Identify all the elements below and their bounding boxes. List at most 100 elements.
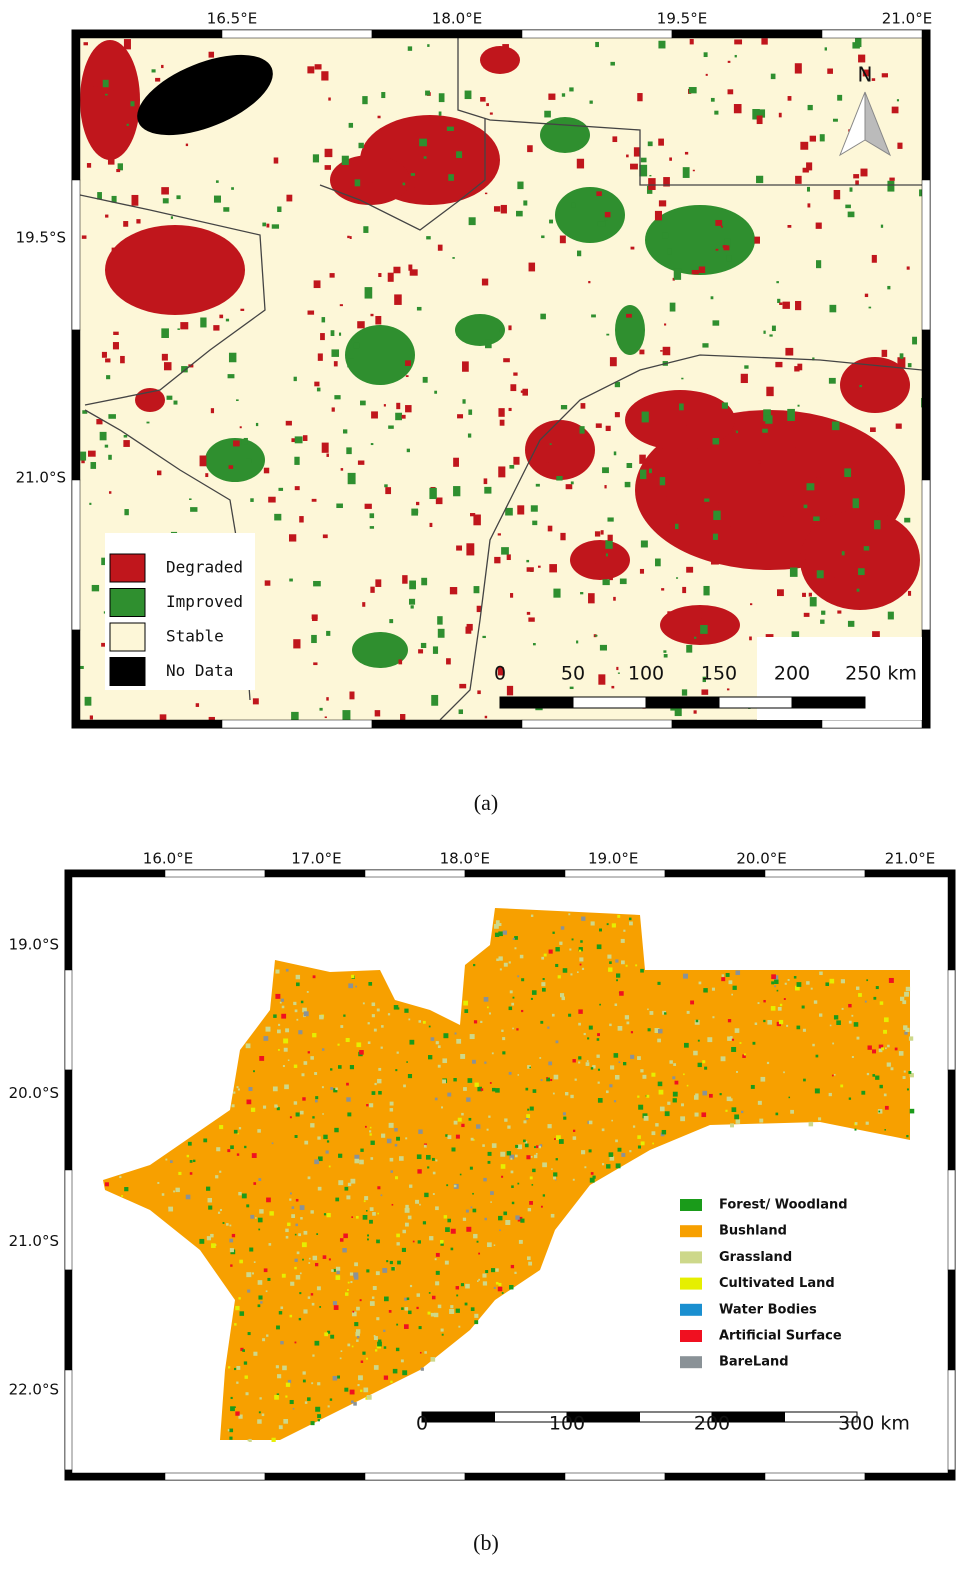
pixel — [807, 203, 811, 208]
pixel — [370, 443, 374, 446]
pixel — [640, 157, 647, 163]
pixel — [579, 426, 585, 434]
pixel — [189, 1172, 193, 1175]
pixel — [330, 1068, 333, 1071]
pixel — [265, 1290, 268, 1293]
pixel — [662, 346, 671, 356]
pixel — [675, 523, 679, 530]
pixel — [316, 387, 321, 392]
frame-bar — [364, 869, 466, 878]
pixel — [796, 1025, 801, 1030]
pixel — [580, 592, 584, 595]
pixel — [460, 1283, 465, 1287]
scale-label: 250 km — [845, 663, 917, 685]
pixel — [491, 1087, 496, 1092]
pixel — [527, 1207, 532, 1212]
pixel — [285, 1228, 289, 1233]
pixel — [101, 642, 108, 647]
frame-bar — [764, 869, 866, 878]
pixel — [516, 210, 523, 217]
pixel — [308, 1262, 311, 1264]
pixel — [508, 325, 512, 331]
pixel — [312, 1255, 318, 1261]
pixel — [695, 1019, 699, 1023]
pixel — [620, 960, 625, 965]
pixel — [377, 1186, 381, 1190]
pixel — [862, 69, 870, 77]
pixel — [777, 1006, 782, 1011]
pixel — [710, 296, 714, 300]
pixel — [515, 1144, 519, 1148]
pixel — [419, 138, 427, 147]
pixel — [720, 1056, 726, 1062]
pixel — [375, 315, 382, 325]
pixel — [663, 650, 667, 653]
pixel — [640, 968, 644, 973]
pixel — [350, 1281, 353, 1284]
pixel — [463, 1087, 467, 1091]
pixel — [787, 978, 790, 981]
pixel — [332, 1375, 338, 1381]
pixel — [605, 540, 613, 549]
improved-patch — [345, 325, 415, 385]
pixel — [321, 442, 329, 453]
pixel — [488, 1012, 492, 1015]
pixel — [219, 1170, 222, 1173]
pixel — [579, 963, 582, 966]
pixel — [166, 395, 173, 400]
lat-label: 22.0°S — [9, 1380, 59, 1398]
pixel — [101, 351, 107, 358]
pixel — [616, 666, 619, 671]
pixel — [759, 1118, 764, 1123]
pixel — [787, 408, 795, 421]
frame-bar — [64, 1069, 73, 1171]
pixel — [280, 1306, 284, 1310]
pixel — [774, 979, 779, 985]
pixel — [756, 175, 764, 184]
pixel — [433, 1312, 439, 1318]
pixel — [229, 1224, 232, 1227]
pixel — [274, 1104, 278, 1108]
pixel — [611, 685, 615, 689]
pixel — [339, 1238, 344, 1242]
pixel — [637, 93, 643, 102]
pixel — [246, 1272, 252, 1278]
pixel — [542, 1162, 547, 1168]
pixel — [612, 136, 618, 143]
pixel — [386, 1260, 389, 1263]
pixel — [507, 1125, 511, 1129]
pixel — [447, 1092, 452, 1097]
pixel — [669, 521, 672, 525]
pixel — [590, 921, 595, 926]
pixel — [497, 533, 501, 536]
pixel — [392, 1368, 398, 1374]
pixel — [658, 1089, 664, 1095]
pixel — [904, 1031, 908, 1035]
pixel — [403, 1084, 406, 1088]
pixel — [729, 1098, 733, 1102]
pixel — [809, 597, 817, 607]
frame-bar — [64, 1472, 166, 1481]
pixel — [776, 281, 779, 284]
pixel — [225, 318, 230, 322]
pixel — [517, 181, 524, 190]
pixel — [303, 1230, 308, 1235]
pixel — [286, 194, 293, 202]
pixel — [872, 1049, 877, 1054]
pixel — [571, 202, 576, 208]
pixel — [422, 376, 428, 383]
pixel — [302, 1258, 304, 1261]
pixel — [816, 477, 821, 482]
pixel — [206, 1186, 211, 1191]
pixel — [236, 1365, 241, 1370]
pixel — [312, 154, 320, 163]
pixel — [156, 470, 162, 476]
pixel — [522, 388, 529, 396]
pixel — [535, 1145, 539, 1149]
pixel — [881, 349, 888, 357]
pixel — [347, 1112, 352, 1117]
pixel — [316, 1286, 321, 1291]
frame-bar — [71, 329, 81, 481]
pixel — [440, 1328, 444, 1332]
pixel — [784, 982, 787, 985]
